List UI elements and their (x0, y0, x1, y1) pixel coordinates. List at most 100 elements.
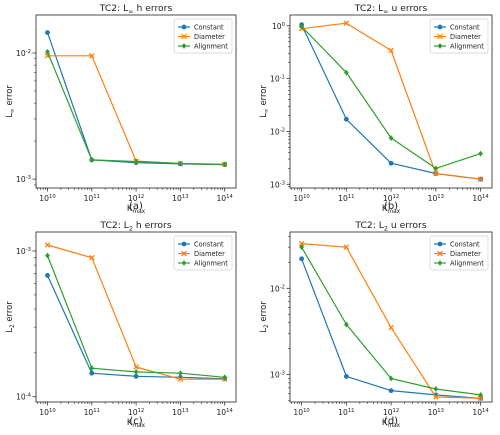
legend-label: Alignment (450, 260, 484, 268)
panel-caption: (c) (129, 416, 142, 427)
x-tick-label: 1012​ (128, 408, 144, 417)
data-point (299, 256, 305, 262)
data-point (433, 386, 439, 392)
data-point (388, 388, 394, 394)
data-point (437, 43, 443, 49)
data-point (89, 156, 95, 163)
panel-caption: (a) (129, 201, 143, 212)
data-point (45, 48, 50, 55)
data-point (388, 160, 394, 166)
series-diameter (298, 240, 484, 402)
data-point (299, 244, 304, 251)
chart-title: TC2: L∞​ h errors (99, 3, 173, 15)
data-point (433, 170, 439, 177)
x-axis-label: Kmax​ (127, 417, 146, 429)
data-point (45, 252, 50, 259)
data-point (344, 321, 349, 328)
x-axis-label: Kmax​ (382, 203, 401, 215)
legend-label: Constant (194, 241, 224, 249)
legend-label: Diameter (450, 33, 481, 41)
x-tick-label: 1010​ (39, 194, 56, 203)
legend-label: Alignment (450, 43, 484, 51)
data-point (181, 33, 187, 40)
data-point (437, 24, 443, 30)
data-point (89, 53, 95, 59)
data-point (437, 250, 443, 257)
y-tick-label: 10-3​ (16, 175, 31, 184)
data-point (181, 24, 187, 30)
y-tick-label: 10-2​ (16, 49, 31, 58)
data-point (343, 116, 349, 122)
chart-panel: TC2: L2​ u errors 10-3​ 10-2​ 1010​ 1011​ 101… (258, 220, 493, 429)
x-axis-label: Kmax​ (382, 417, 401, 429)
x-tick-label: 1013​ (428, 194, 444, 203)
data-point (478, 392, 483, 398)
data-point (343, 20, 350, 26)
data-point (477, 176, 484, 182)
data-point (89, 365, 95, 372)
data-point (178, 160, 183, 167)
data-point (222, 161, 228, 168)
y-tick-label: 10-3​ (270, 180, 285, 189)
data-point (433, 394, 439, 400)
y-tick-label: 10-1​ (270, 75, 285, 84)
legend-label: Constant (450, 241, 480, 249)
x-tick-label: 1011​ (84, 194, 100, 203)
legend-label: Diameter (194, 33, 225, 41)
y-axis-label: L2​ error (4, 301, 16, 333)
legend-label: Constant (194, 24, 224, 32)
data-point (388, 135, 394, 141)
panel-caption: (b) (384, 201, 398, 212)
data-point (178, 370, 183, 377)
data-point (388, 324, 394, 331)
data-point (181, 43, 187, 49)
plot-frame (289, 14, 493, 189)
series-alignment (45, 252, 228, 381)
data-point (89, 254, 95, 261)
series-line (46, 275, 225, 380)
series-alignment (299, 23, 483, 172)
data-point (45, 273, 50, 278)
x-tick-label: 1013​ (172, 408, 188, 417)
data-point (344, 69, 349, 76)
x-tick-label: 1010​ (293, 194, 310, 203)
y-tick-label: 10-2​ (270, 284, 285, 293)
chart-panel: TC2: L∞​ h errors 10-3​ 10-2​ 1010​ 1011​ 101… (4, 3, 237, 215)
plot-frame (35, 231, 237, 403)
panel-caption: (d) (384, 416, 398, 427)
data-point (177, 376, 184, 382)
legend-label: Diameter (450, 250, 481, 258)
x-tick-label: 1011​ (84, 408, 100, 417)
series-diameter (44, 53, 228, 168)
chart-title: TC2: L2​ u errors (354, 220, 426, 232)
x-tick-label: 1014​ (472, 408, 489, 417)
data-point (388, 47, 394, 54)
data-point (477, 395, 484, 402)
series-diameter (298, 20, 484, 182)
data-point (298, 240, 305, 247)
y-axis-label: L2​ error (258, 301, 270, 333)
y-axis-label: L∞​ error (4, 85, 16, 118)
series-constant (45, 273, 228, 382)
y-tick-label: 10-4​ (16, 393, 32, 402)
x-tick-label: 1014​ (216, 194, 233, 203)
data-point (437, 241, 443, 247)
series-alignment (45, 48, 228, 168)
plot-frame (35, 14, 237, 189)
x-tick-label: 1012​ (383, 194, 399, 203)
data-point (133, 373, 139, 379)
series-alignment (299, 244, 483, 398)
legend-label: Alignment (194, 260, 228, 268)
chart-panel: TC2: L2​ h errors 10-4​ 10-3​ 1010​ 1011​ 101… (4, 220, 237, 429)
data-point (388, 375, 394, 382)
x-tick-label: 1012​ (383, 408, 399, 417)
series-line (46, 255, 225, 378)
data-point (133, 369, 139, 375)
data-point (343, 244, 350, 250)
data-point (437, 33, 443, 40)
x-tick-label: 1014​ (472, 194, 489, 203)
